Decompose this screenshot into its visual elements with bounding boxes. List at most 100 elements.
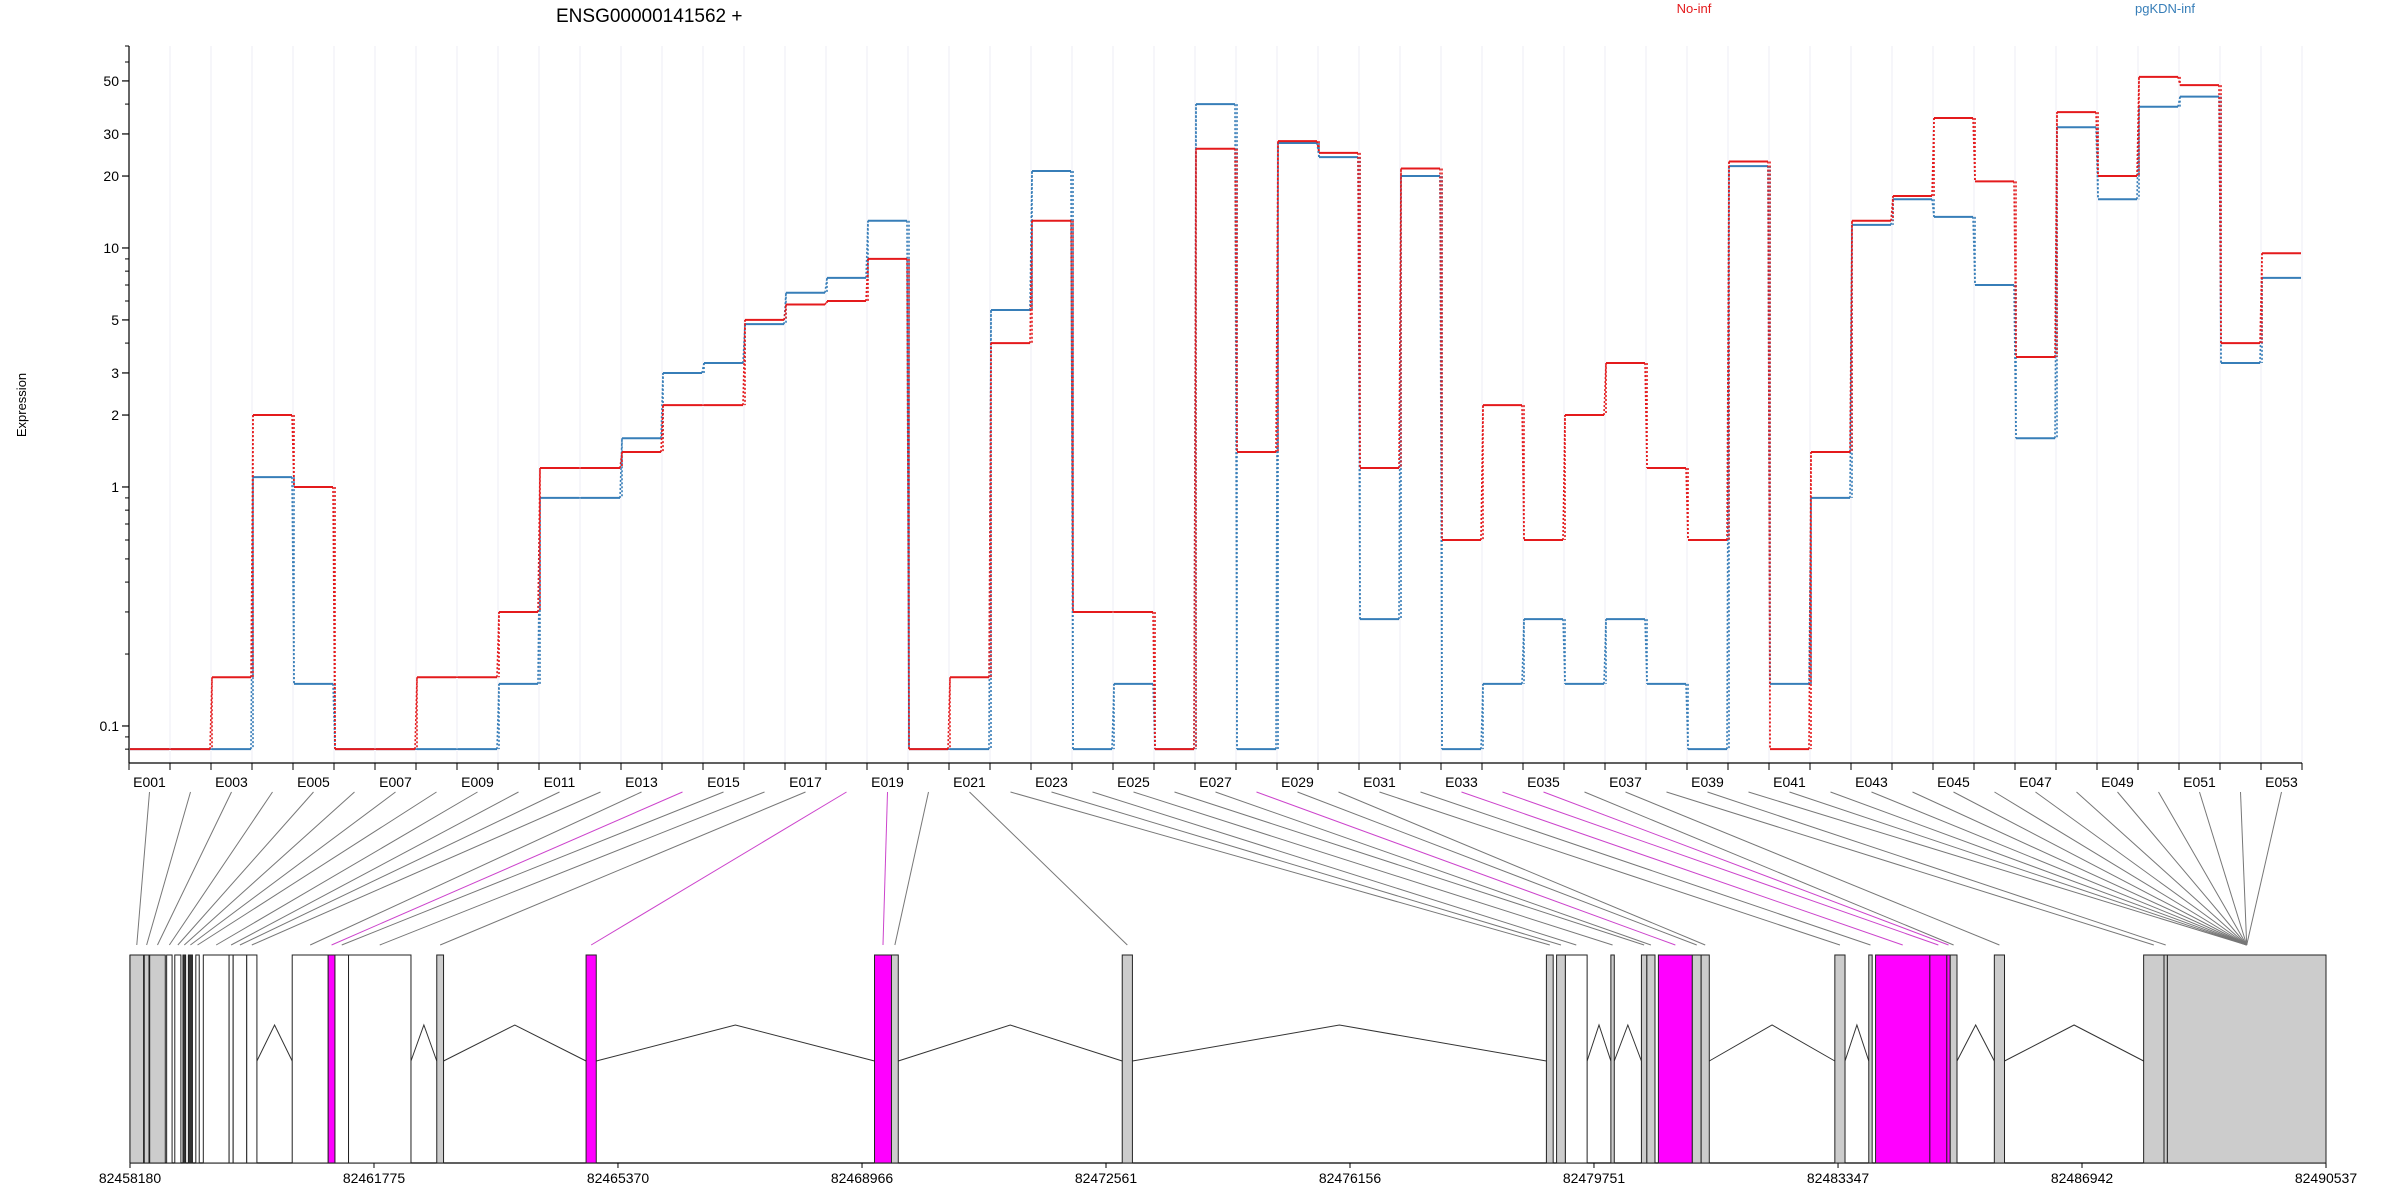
data-connector [1521,619,1525,684]
y-tick-label: 2 [111,407,119,423]
exon-block [874,954,892,1164]
exon-connector [1625,791,2000,946]
axes: 0.1 1 2 3 5 10 20 30 50 E001 E003 E005 E007 E009 E011 E… [100,45,2303,790]
exon-connector [331,791,683,946]
exon-connector [1297,791,1697,946]
x-tick-label: E025 [1117,774,1150,790]
exon-connector [197,791,437,946]
intron-line [256,1023,293,1062]
exon-connector [177,791,314,946]
exon-block [1993,954,2006,1164]
exon-connector [2158,791,2248,946]
data-connector [1931,199,1935,217]
y-tick-label: 1 [111,479,119,495]
data-connector [2259,253,2263,344]
intron-line [1586,1023,1612,1062]
data-connector [824,277,828,293]
exon-block [228,954,234,1164]
exon-connector [1707,791,2166,946]
exon-block [149,954,166,1164]
exon-connector [894,791,929,946]
genomic-tick-label: 82468966 [831,1170,894,1186]
data-connector [1849,220,1853,453]
exon-block [1610,954,1615,1164]
x-tick-label: E053 [2265,774,2298,790]
y-tick-label: 10 [103,240,119,256]
y-tick-label: 20 [103,168,119,184]
x-tick-label: E007 [379,774,412,790]
data-connector [2218,85,2222,344]
y-tick-label: 3 [111,365,119,381]
data-connector [1644,619,1648,684]
y-axis-label: Expression [14,373,29,437]
exon-connector [1133,791,1613,946]
exon-block [327,954,336,1164]
exon-block [1868,954,1873,1164]
series-pgkdn-inf [130,95,2301,751]
intron-line [1844,1023,1870,1062]
exon-connector [1051,791,1562,946]
data-connector [865,258,869,302]
genomic-tick-label: 82479751 [1563,1170,1626,1186]
exon-block [202,954,230,1164]
genomic-tick-label: 82472561 [1075,1170,1138,1186]
exon-block [1834,954,1846,1164]
x-tick-label: E001 [133,774,166,790]
exon-connector [251,791,601,946]
gene-model: 82458180 82461775 82465370 82468966 82472561… [99,954,2357,1186]
exon-block [1121,954,1133,1164]
data-connector [1480,683,1484,750]
series-no-inf [130,75,2301,751]
x-tick-label: E021 [953,774,986,790]
exon-block [436,954,445,1164]
exon-connector [2117,791,2248,946]
exon-connector [136,791,150,946]
exon-connector [1666,791,2154,946]
x-tick-label: E043 [1855,774,1888,790]
exon-block [2163,954,2168,1164]
x-tick-label: E045 [1937,774,1970,790]
exon-block [232,954,248,1164]
x-tick-label: E017 [789,774,822,790]
exon-connector [2199,791,2248,946]
data-connector [2013,181,2017,357]
data-connector [1357,152,1361,469]
exon-connector [1379,791,1841,946]
x-tick-label: E037 [1609,774,1642,790]
exon-connector [1338,791,1706,946]
exon-block [334,954,350,1164]
exon-connector [2035,791,2247,946]
exon-connector [882,791,888,946]
data-connector [496,683,500,750]
exon-connector [1953,791,2247,946]
data-connector [1070,220,1074,612]
data-connector [2136,76,2140,177]
exon-block [1875,954,1931,1164]
exon-block [1700,954,1710,1164]
exon-connector [341,791,724,946]
exon-block [1657,954,1693,1164]
data-connector [1685,683,1689,750]
exon-block [166,954,173,1164]
exon-block [1640,954,1648,1164]
data-connector [619,451,623,469]
genomic-tick-label: 82458180 [99,1170,162,1186]
exon-connector [1461,791,1903,946]
exon-connector [1748,791,2247,946]
data-connector [783,304,787,321]
exon-block [187,954,193,1164]
data-connector [2013,284,2017,439]
data-connector [1480,405,1484,541]
exon-block [1646,954,1656,1164]
x-tick-label: E013 [625,774,658,790]
intron-line [1709,1024,1836,1062]
data-connector [2054,112,2058,357]
y-tick-label: 50 [103,73,119,89]
exon-block [246,954,258,1164]
vertical-gridlines [128,46,2303,763]
y-tick-label: 0.1 [100,718,120,734]
x-tick-label: E027 [1199,774,1232,790]
genomic-tick-label: 82461775 [343,1170,406,1186]
x-tick-label: E015 [707,774,740,790]
